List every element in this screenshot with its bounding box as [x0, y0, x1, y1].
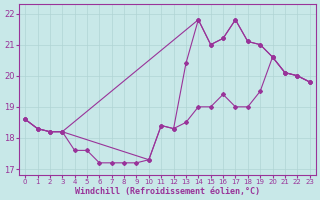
X-axis label: Windchill (Refroidissement éolien,°C): Windchill (Refroidissement éolien,°C) — [75, 187, 260, 196]
